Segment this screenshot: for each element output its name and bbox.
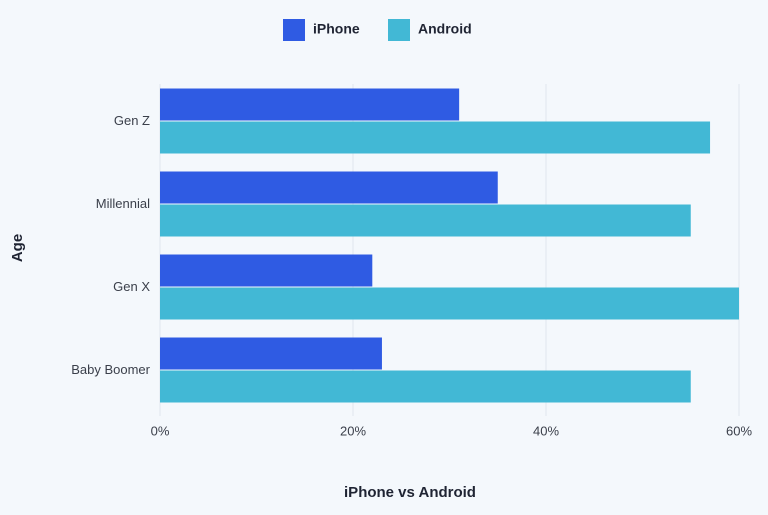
legend-swatch <box>283 19 305 41</box>
x-tick-label: 60% <box>726 423 752 438</box>
x-tick-label: 20% <box>340 423 366 438</box>
y-tick-label: Millennial <box>96 196 150 211</box>
y-axis-title: Age <box>9 234 26 262</box>
x-axis-title: iPhone vs Android <box>344 484 476 501</box>
y-tick-label: Gen X <box>113 279 150 294</box>
bar <box>160 88 460 121</box>
bar <box>160 204 691 237</box>
bar <box>160 337 382 370</box>
bar <box>160 121 711 154</box>
bar <box>160 370 691 403</box>
bar <box>160 171 498 204</box>
y-tick-label: Gen Z <box>114 113 150 128</box>
legend-label: Android <box>418 21 472 37</box>
bar <box>160 254 373 287</box>
bar <box>160 287 739 320</box>
x-tick-label: 0% <box>151 423 170 438</box>
legend-swatch <box>388 19 410 41</box>
legend-label: iPhone <box>313 21 360 37</box>
y-tick-label: Baby Boomer <box>71 362 150 377</box>
x-tick-label: 40% <box>533 423 559 438</box>
